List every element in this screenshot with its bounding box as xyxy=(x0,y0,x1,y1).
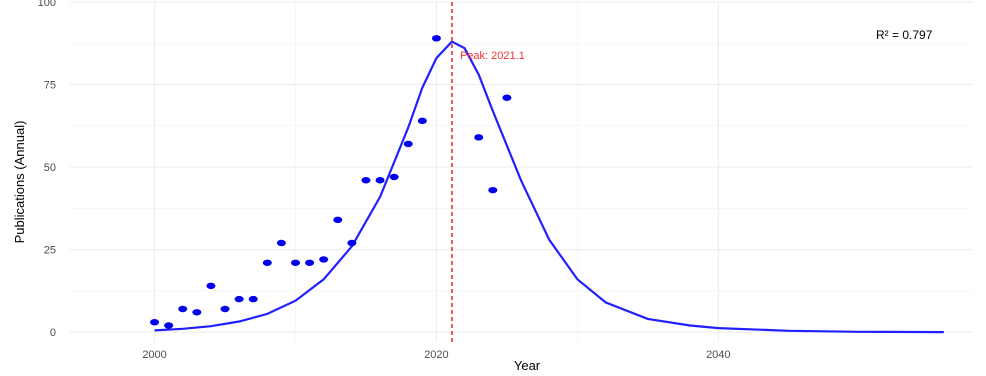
data-point xyxy=(178,305,188,313)
data-points xyxy=(150,35,512,329)
data-point xyxy=(220,305,230,313)
y-axis-title: Publications (Annual) xyxy=(12,121,27,244)
data-point xyxy=(248,295,258,303)
y-tick-label: 100 xyxy=(38,0,56,9)
data-point xyxy=(234,295,244,303)
y-axis-ticks: 0 25 50 75 100 xyxy=(38,0,56,339)
peak-label: Peak: 2021.1 xyxy=(460,50,525,62)
data-point xyxy=(150,318,160,326)
y-tick-label: 0 xyxy=(50,327,56,339)
data-point xyxy=(276,239,286,247)
y-tick-label: 25 xyxy=(44,245,56,257)
data-point xyxy=(291,259,300,266)
r-squared-annotation: R² = 0.797 xyxy=(876,28,933,42)
data-point xyxy=(474,134,484,141)
data-point xyxy=(417,117,427,125)
data-point xyxy=(403,140,413,148)
data-point xyxy=(192,309,202,316)
y-tick-label: 75 xyxy=(44,80,56,92)
data-point xyxy=(262,259,272,266)
data-point xyxy=(319,256,329,263)
x-axis-ticks: 2000 2020 2040 xyxy=(142,349,730,361)
x-tick-label: 2040 xyxy=(706,349,730,361)
y-tick-label: 50 xyxy=(44,162,56,174)
data-point xyxy=(375,177,385,184)
data-point xyxy=(333,216,343,224)
data-point xyxy=(502,94,512,101)
data-point xyxy=(206,282,216,290)
data-point xyxy=(431,35,441,42)
data-point xyxy=(305,259,315,266)
data-point xyxy=(488,186,498,194)
x-tick-label: 2020 xyxy=(424,349,448,361)
data-point xyxy=(361,177,371,184)
data-point xyxy=(164,322,174,329)
x-tick-label: 2000 xyxy=(142,349,166,361)
fit-curve-line xyxy=(154,40,944,334)
data-point xyxy=(347,239,357,247)
x-axis-title: Year xyxy=(514,358,541,373)
data-point xyxy=(389,173,399,181)
